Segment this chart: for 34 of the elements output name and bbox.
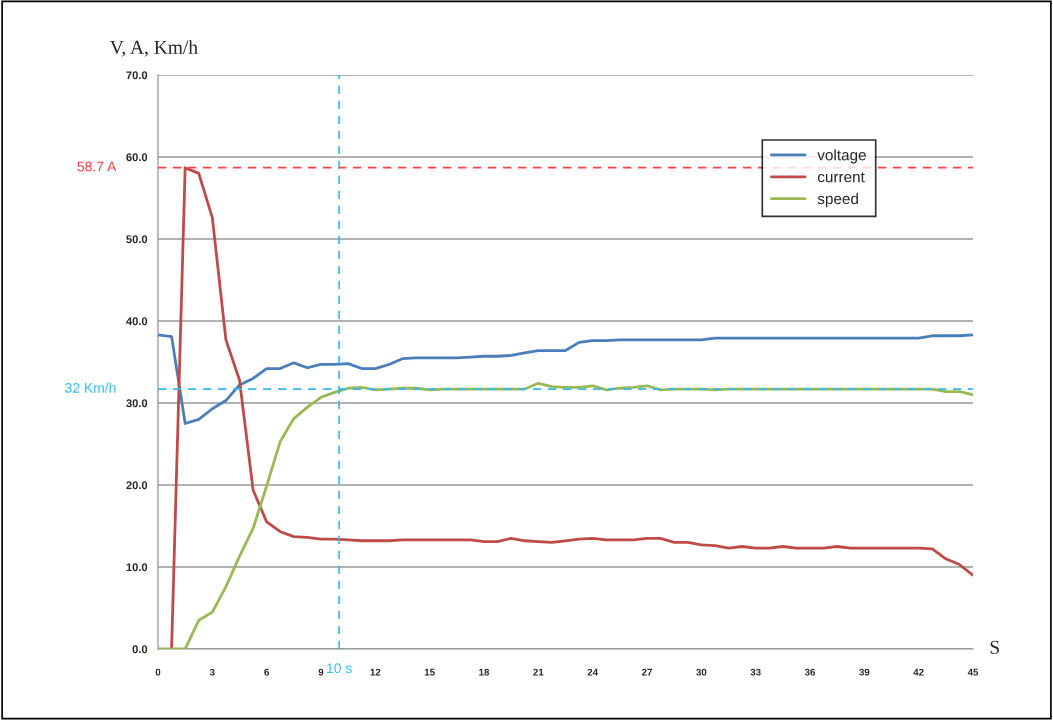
x-tick-label: 15	[424, 668, 435, 676]
legend-label: current	[817, 172, 865, 183]
x-tick-label: 21	[533, 668, 544, 676]
x-tick-label: 18	[479, 668, 490, 676]
y-tick-label: 30.0	[126, 399, 148, 408]
x-tick-label: 0	[155, 668, 161, 676]
x-tick-label: 9	[318, 668, 324, 676]
x-tick-label: 27	[641, 668, 652, 676]
x-tick-label: 24	[587, 668, 599, 676]
ref-line-label: 10 s	[327, 663, 352, 674]
y-tick-label: 40.0	[126, 317, 148, 326]
line-series	[170, 166, 973, 649]
legend-label: speed	[817, 192, 858, 208]
x-tick-label: 36	[804, 668, 816, 676]
x-tick-label: 3	[209, 668, 215, 676]
x-tick-label: 42	[913, 668, 924, 676]
x-tick-label: 33	[750, 668, 761, 676]
y-tick-label: 50.0	[126, 235, 148, 244]
y-tick-label: 10.0	[126, 563, 148, 572]
x-axis-title: S	[990, 640, 999, 654]
line-series	[158, 333, 973, 425]
y-axis-title: V, A, Km/h	[110, 40, 198, 57]
y-tick-label: 0.0	[132, 645, 148, 654]
legend-label: voltage	[817, 149, 866, 164]
ref-line-label: 58.7 A	[77, 161, 117, 172]
ref-line-label: 32 Km/h	[65, 382, 116, 393]
x-tick-label: 12	[370, 668, 381, 676]
y-tick-label: 20.0	[126, 481, 148, 490]
y-tick-label: 60.0	[126, 153, 148, 162]
y-tick-label: 70.0	[126, 71, 148, 80]
x-tick-label: 30	[696, 668, 707, 676]
x-tick-label: 45	[967, 668, 979, 676]
x-tick-label: 6	[264, 668, 270, 676]
x-tick-label: 39	[859, 668, 870, 676]
